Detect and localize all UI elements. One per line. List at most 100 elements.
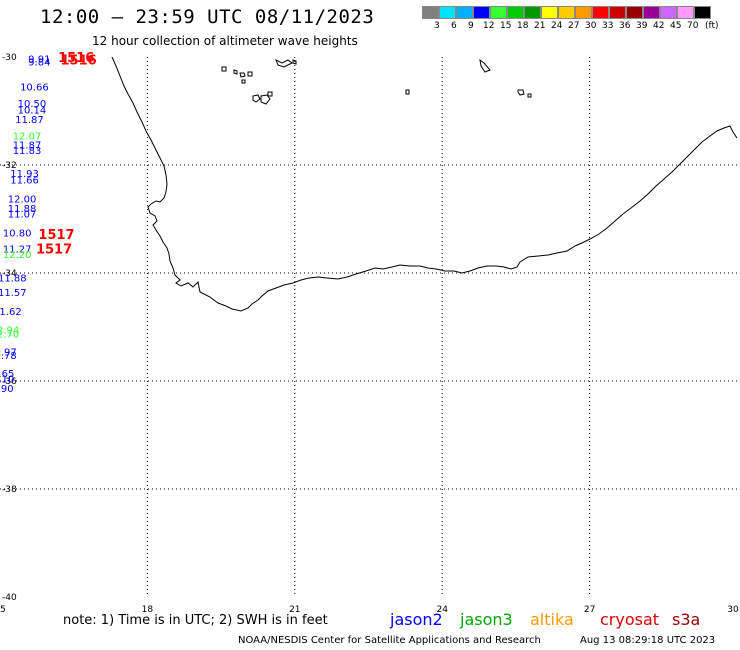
credit-line: NOAA/NESDIS Center for Satellite Applica… <box>238 635 541 646</box>
graticule <box>0 57 737 597</box>
color-legend-label: 3 <box>434 21 440 31</box>
wave-height-value: 12.20 <box>3 250 32 261</box>
color-swatch <box>609 6 626 19</box>
color-swatch <box>575 6 592 19</box>
color-swatch <box>490 6 507 19</box>
wave-height-value: 9.84 <box>28 57 50 68</box>
wave-height-value: 11.57 <box>0 288 27 299</box>
color-legend-label: 27 <box>568 21 580 31</box>
color-swatch <box>541 6 558 19</box>
wave-height-value: 11.87 <box>13 140 42 151</box>
wave-height-value: 9.91 <box>28 55 50 66</box>
wave-height-labels: 9.919.8410.6610.5010.1411.8712.0711.8711… <box>0 55 50 395</box>
island <box>252 94 261 103</box>
color-swatch <box>660 6 677 19</box>
color-swatch <box>643 6 660 19</box>
color-swatch <box>558 6 575 19</box>
island <box>517 89 525 96</box>
wave-height-value: 11.93 <box>10 169 39 180</box>
x-tick-label: 27 <box>584 605 595 615</box>
wave-height-value: 11.83 <box>13 146 42 157</box>
color-swatch <box>439 6 456 19</box>
color-swatch <box>473 6 490 19</box>
axis-tick-labels: 15 18 21 24 27 30 -30 -32 -34 -36 -38 -40 <box>0 53 739 615</box>
y-tick-label: -30 <box>2 53 17 63</box>
wave-height-value: 10.97 <box>0 347 17 358</box>
x-tick-label: 18 <box>142 605 154 615</box>
wave-height-value: 11.27 <box>3 245 32 256</box>
y-tick-label: -36 <box>2 377 17 387</box>
wave-height-value: 10.78 <box>0 351 17 362</box>
wave-height-value: 11.62 <box>0 307 22 318</box>
island <box>247 71 253 77</box>
color-swatch <box>422 6 439 19</box>
color-legend-label: 9 <box>468 21 474 31</box>
satellite-legend-jason3: jason3 <box>460 610 513 629</box>
wave-height-value: 10.66 <box>20 83 49 94</box>
pass-time-label: 1516 <box>61 54 97 69</box>
color-legend-label: (ft) <box>705 21 719 31</box>
generation-timestamp: Aug 13 08:29:18 UTC 2023 <box>580 635 716 646</box>
color-swatch <box>694 6 711 19</box>
island <box>221 66 227 72</box>
x-tick-label: 15 <box>0 605 6 615</box>
color-legend-label: 36 <box>619 21 631 31</box>
satellite-legend-altika: altika <box>530 610 574 629</box>
pass-time-label: 1517 <box>36 243 72 258</box>
color-legend-label: 39 <box>636 21 648 31</box>
wave-height-value: 12.94 <box>0 326 19 337</box>
wave-height-value: 10.14 <box>18 105 47 116</box>
south-africa-coastline <box>111 56 738 312</box>
color-legend-label: 33 <box>602 21 614 31</box>
island <box>527 93 532 98</box>
island <box>239 72 246 78</box>
island <box>241 79 246 84</box>
island <box>260 94 271 105</box>
wave-height-value: 11.66 <box>10 176 39 187</box>
satellite-legend-jason2: jason2 <box>390 610 443 629</box>
color-legend-label: 70 <box>687 21 699 31</box>
pass-time-label: 1517 <box>38 228 74 243</box>
wave-height-value: 11.07 <box>8 210 37 221</box>
color-legend-label: 6 <box>451 21 457 31</box>
island <box>292 59 297 65</box>
color-swatch <box>524 6 541 19</box>
wave-height-value: 9.90 <box>0 384 14 395</box>
y-tick-label: -38 <box>2 485 17 495</box>
island <box>267 91 273 97</box>
y-tick-label: -34 <box>2 269 17 279</box>
wave-height-value: 12.07 <box>13 131 42 142</box>
y-tick-label: -32 <box>2 161 17 171</box>
wave-height-value: 10.65 <box>0 369 14 380</box>
pass-time-label: 1516 <box>58 51 94 66</box>
color-legend-label: 30 <box>585 21 597 31</box>
satellite-legend-cryosat: cryosat <box>600 610 660 629</box>
wave-height-value: 12.00 <box>8 194 37 205</box>
map-subtitle: 12 hour collection of altimeter wave hei… <box>92 34 358 48</box>
island <box>275 58 293 68</box>
wave-height-value: 10.50 <box>18 99 47 110</box>
island <box>233 69 238 75</box>
color-legend-label: 24 <box>551 21 563 31</box>
color-legend-label: 15 <box>500 21 512 31</box>
footer-note: note: 1) Time is in UTC; 2) SWH is in fe… <box>63 613 328 628</box>
island <box>405 89 410 95</box>
island <box>479 58 491 73</box>
wave-height-value: 11.88 <box>0 273 27 284</box>
x-tick-label: 30 <box>727 605 739 615</box>
satellite-legend-s3a: s3a <box>672 610 701 629</box>
wave-height-value: 10.10 <box>0 374 14 385</box>
color-legend-label: 21 <box>534 21 546 31</box>
color-swatch <box>677 6 694 19</box>
x-tick-label: 21 <box>289 605 300 615</box>
y-tick-label: -40 <box>2 593 17 603</box>
color-legend-label: 12 <box>483 21 495 31</box>
color-legend-label: 45 <box>670 21 682 31</box>
wave-height-value: 11.87 <box>15 115 44 126</box>
color-legend <box>422 6 711 19</box>
coastline <box>111 56 738 312</box>
wave-height-value: 11.88 <box>8 204 37 215</box>
color-swatch <box>507 6 524 19</box>
